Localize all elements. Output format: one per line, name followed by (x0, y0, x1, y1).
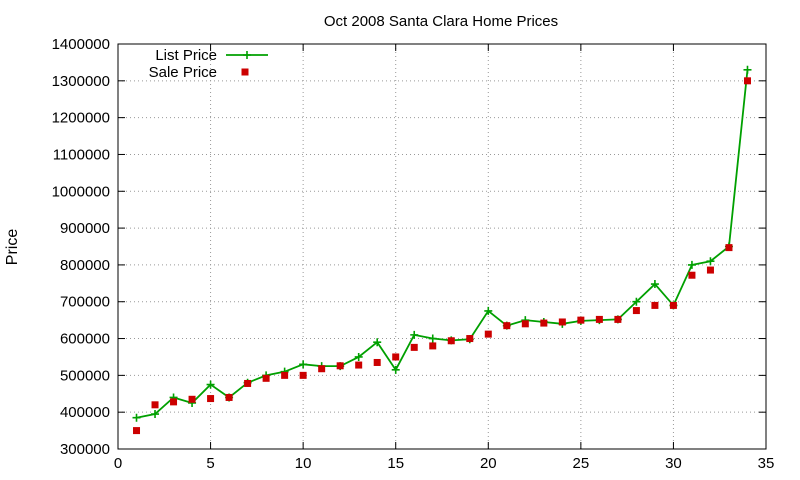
list-price-point (299, 360, 308, 369)
sale-price-point (558, 318, 566, 326)
x-tick-label: 15 (387, 455, 404, 472)
sale-price-point (595, 315, 603, 323)
y-tick-label: 600000 (60, 331, 110, 348)
y-tick-label: 700000 (60, 294, 110, 311)
sale-price-point (299, 371, 307, 379)
sale-price-point (188, 395, 196, 403)
x-tick-label: 35 (758, 455, 775, 472)
y-tick-label: 1100000 (53, 146, 110, 163)
sale-price-point (318, 365, 326, 373)
sale-price-point (577, 316, 585, 324)
sale-price-point (225, 393, 233, 401)
sale-price-point (503, 322, 511, 330)
sale-price-point (429, 342, 437, 350)
list-price-point (632, 297, 641, 306)
sale-price-point (133, 427, 141, 435)
grid (118, 44, 766, 449)
sale-price-point (688, 271, 696, 279)
sale-price-point (447, 337, 455, 345)
sale-price-point (262, 374, 270, 382)
list-price-point (706, 257, 715, 266)
y-tick-label: 300000 (60, 441, 110, 458)
list-price-point (151, 410, 160, 419)
sale-price-point (540, 319, 548, 327)
x-tick-label: 10 (295, 455, 312, 472)
list-price-point (484, 306, 493, 315)
list-price-point (206, 380, 215, 389)
sale-price-point (725, 244, 733, 252)
list-price-point (687, 260, 696, 269)
sale-price-point (281, 371, 289, 379)
y-axis-label: Price (4, 229, 21, 266)
y-tick-label: 1000000 (52, 183, 110, 200)
sale-price-point (336, 362, 344, 370)
sale-price-point (170, 398, 178, 406)
x-tick-label: 20 (480, 455, 497, 472)
sale-price-point (151, 401, 159, 409)
sale-price-point (392, 353, 400, 361)
legend-marker-list-price (243, 51, 251, 59)
x-tick-label: 30 (665, 455, 682, 472)
sale-price-point (244, 379, 252, 387)
legend-marker-sale-price (241, 68, 249, 76)
x-tick-label: 5 (206, 455, 214, 472)
list-price-point (391, 365, 400, 374)
sale-price-point (651, 301, 659, 309)
list-price-point (428, 334, 437, 343)
sale-price-point (484, 330, 492, 338)
sale-price-point (614, 315, 622, 323)
y-tick-label: 1400000 (52, 36, 110, 53)
list-price-line (136, 69, 749, 419)
sale-price-point (410, 343, 418, 351)
y-tick-label: 500000 (60, 367, 110, 384)
plot-frame (117, 43, 767, 450)
y-tick-label: 1300000 (52, 73, 110, 90)
sale-price-point (466, 335, 474, 343)
list-price-point (354, 352, 363, 361)
y-tick-label: 400000 (60, 404, 110, 421)
sale-price-point (706, 266, 714, 274)
axis-ticks: 300000 400000 500000 600000 700000 800000 9000… (52, 36, 775, 472)
sale-price-point (373, 358, 381, 366)
y-tick-label: 800000 (60, 257, 110, 274)
x-tick-label: 0 (114, 455, 122, 472)
legend-label-list-price: List Price (155, 47, 217, 64)
list-price-point (410, 330, 419, 339)
list-price-point (373, 338, 382, 347)
list-price-point (743, 65, 752, 74)
list-price-point (132, 413, 141, 422)
y-tick-label: 900000 (60, 220, 110, 237)
sale-price-point (632, 307, 640, 315)
plot-series (132, 65, 752, 435)
list-price-point (650, 280, 659, 289)
sale-price-point (355, 361, 363, 369)
y-tick-label: 1200000 (52, 110, 110, 127)
chart-title: Oct 2008 Santa Clara Home Prices (324, 13, 558, 30)
sale-price-point (669, 301, 677, 309)
sale-price-point (743, 77, 751, 85)
sale-price-point (521, 320, 529, 328)
sale-price-point (207, 395, 215, 403)
x-tick-label: 25 (573, 455, 590, 472)
legend-label-sale-price: Sale Price (149, 64, 217, 81)
